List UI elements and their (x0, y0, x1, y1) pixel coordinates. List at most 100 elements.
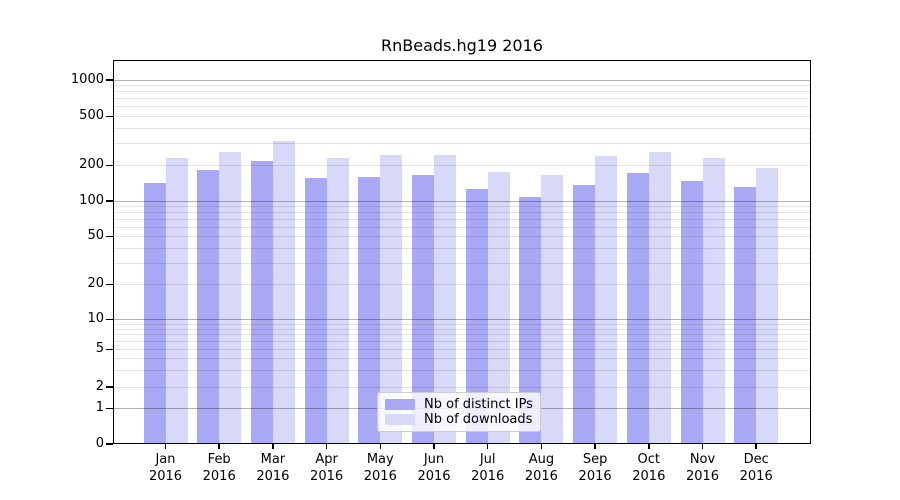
bar-downloads (380, 155, 403, 444)
legend-swatch-downloads (385, 414, 415, 425)
y-tick-mark (106, 200, 113, 202)
bar-distinct-ips (734, 186, 757, 444)
x-tick-mark (486, 444, 489, 449)
bar-downloads (702, 157, 725, 444)
y-tick-label: 5 (95, 341, 104, 356)
minor-gridline (113, 218, 811, 220)
x-tick-label-month: Nov (689, 452, 716, 467)
x-tick-mark (164, 444, 167, 449)
x-tick-label-month: Jun (423, 452, 445, 467)
bar-distinct-ips (250, 161, 273, 444)
x-tick-label-month: Apr (315, 452, 338, 467)
legend-item-distinct-ips: Nb of distinct IPs (385, 397, 533, 412)
y-tick-label: 10 (87, 311, 104, 326)
minor-gridline (113, 211, 811, 213)
bar-distinct-ips (573, 184, 596, 444)
x-tick-label-month: Dec (743, 452, 769, 467)
x-tick-label-month: Oct (637, 452, 661, 467)
bar-downloads (648, 152, 671, 444)
x-tick-label-month: Jul (479, 452, 496, 467)
y-tick-label: 0 (95, 435, 104, 451)
bar-downloads (272, 140, 295, 444)
x-tick-label-year: 2016 (148, 469, 183, 484)
x-tick-mark (379, 444, 382, 449)
y-tick-mark (106, 407, 113, 409)
y-tick-mark (106, 283, 113, 285)
x-tick-label-year: 2016 (310, 469, 344, 484)
x-tick-label-year: 2016 (471, 469, 505, 484)
x-tick-label-year: 2016 (256, 469, 290, 484)
minor-gridline (113, 328, 811, 330)
major-gridline (113, 200, 811, 202)
y-tick-label: 20 (87, 276, 104, 291)
y-tick-mark (106, 386, 113, 388)
minor-gridline (113, 341, 811, 343)
minor-gridline (113, 247, 811, 249)
minor-gridline (113, 358, 811, 360)
y-tick-label: 1000 (70, 71, 104, 87)
minor-gridline (113, 127, 811, 129)
x-tick-label-month: Mar (260, 452, 286, 467)
bar-distinct-ips (358, 177, 381, 444)
legend-label-downloads: Nb of downloads (424, 412, 533, 427)
x-tick-label-month: Aug (528, 452, 555, 467)
bar-downloads (595, 156, 618, 444)
minor-gridline (113, 386, 811, 388)
x-tick-label-year: 2016 (685, 469, 720, 484)
x-tick-label-year: 2016 (524, 469, 558, 484)
x-tick-mark (755, 444, 757, 449)
x-tick-mark (272, 444, 274, 449)
minor-gridline (113, 205, 811, 207)
chart-title: RnBeads.hg19 2016 (381, 36, 543, 55)
x-tick-mark (594, 444, 596, 449)
bar-downloads (541, 174, 564, 444)
bar-distinct-ips (197, 170, 220, 444)
x-tick-label-month: Sep (582, 452, 608, 467)
y-tick-mark (106, 79, 113, 81)
x-tick-mark (648, 444, 650, 449)
minor-gridline (113, 85, 811, 87)
y-tick-label: 500 (79, 108, 104, 123)
x-tick-label-year: 2016 (739, 469, 773, 484)
x-tick-label-month: May (366, 452, 394, 467)
plot-area: Nb of distinct IPs Nb of downloads (113, 60, 811, 444)
legend-item-downloads: Nb of downloads (385, 412, 532, 427)
y-tick-mark (106, 115, 113, 117)
minor-gridline (113, 106, 811, 108)
minor-gridline (113, 349, 811, 350)
x-tick-label-year: 2016 (363, 469, 397, 484)
minor-gridline (113, 143, 811, 145)
bar-downloads (434, 155, 456, 444)
x-tick-label-year: 2016 (578, 469, 612, 484)
y-tick-mark (106, 164, 113, 166)
minor-gridline (113, 334, 811, 336)
bar-downloads (219, 152, 242, 444)
legend-label-distinct-ips: Nb of distinct IPs (424, 397, 533, 412)
minor-gridline (113, 116, 811, 117)
minor-gridline (113, 165, 811, 166)
x-tick-label-month: Feb (207, 452, 231, 467)
y-tick-mark (106, 348, 113, 350)
bar-distinct-ips (680, 180, 703, 444)
minor-gridline (113, 370, 811, 372)
y-tick-label: 1 (95, 400, 104, 415)
bar-downloads (756, 168, 779, 444)
major-gridline (113, 319, 811, 320)
x-tick-label-year: 2016 (632, 469, 666, 484)
minor-gridline (113, 323, 811, 325)
x-tick-mark (540, 444, 543, 449)
minor-gridline (113, 236, 811, 237)
legend-swatch-distinct-ips (385, 399, 415, 410)
bar-distinct-ips (412, 174, 434, 444)
x-tick-mark (325, 444, 328, 449)
bar-distinct-ips (465, 189, 488, 444)
minor-gridline (113, 98, 811, 100)
x-tick-label-year: 2016 (202, 469, 236, 484)
y-tick-label: 50 (87, 228, 104, 243)
bar-distinct-ips (519, 196, 542, 444)
y-tick-label: 2 (95, 378, 104, 394)
y-tick-label: 100 (79, 192, 104, 208)
x-tick-label-year: 2016 (417, 469, 451, 484)
bar-downloads (487, 171, 510, 444)
